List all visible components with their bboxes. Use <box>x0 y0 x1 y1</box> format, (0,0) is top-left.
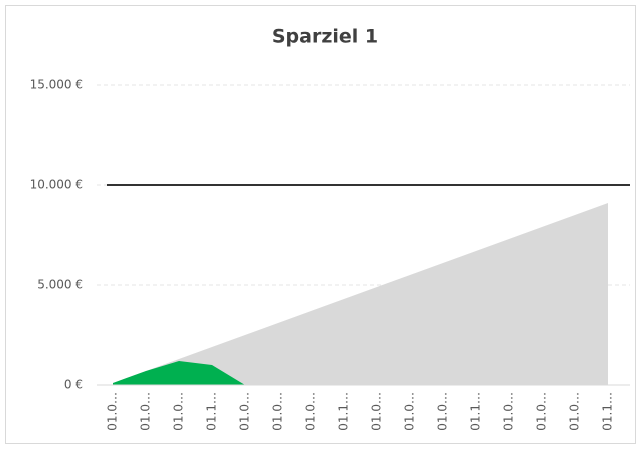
chart: Sparziel 1 0 € 5.000 € 10.000 € 15.000 € 01.… <box>0 0 643 450</box>
y-tick-label: 5.000 € <box>37 278 83 292</box>
x-tick-label: 01.0… <box>436 392 450 431</box>
y-tick-label: 0 € <box>64 378 83 392</box>
y-tick-label: 10.000 € <box>30 178 83 192</box>
x-tick-label: 01.0… <box>568 392 582 431</box>
x-tick-label: 01.0… <box>502 392 516 431</box>
x-tick-label: 01.1… <box>337 392 351 431</box>
x-tick-label: 01.1… <box>205 392 219 431</box>
x-tick-label: 01.0… <box>271 392 285 431</box>
x-tick-label: 01.0… <box>370 392 384 431</box>
x-tick-label: 01.0… <box>304 392 318 431</box>
x-tick-label: 01.0… <box>172 392 186 431</box>
x-tick-label: 01.0… <box>403 392 417 431</box>
x-tick-label: 01.0… <box>106 392 120 431</box>
y-tick-label: 15.000 € <box>30 78 83 92</box>
x-tick-label: 01.1… <box>601 392 615 431</box>
x-tick-label: 01.0… <box>139 392 153 431</box>
chart-title: Sparziel 1 <box>272 26 378 48</box>
x-tick-label: 01.1… <box>469 392 483 431</box>
x-tick-label: 01.0… <box>535 392 549 431</box>
x-tick-label: 01.0… <box>238 392 252 431</box>
